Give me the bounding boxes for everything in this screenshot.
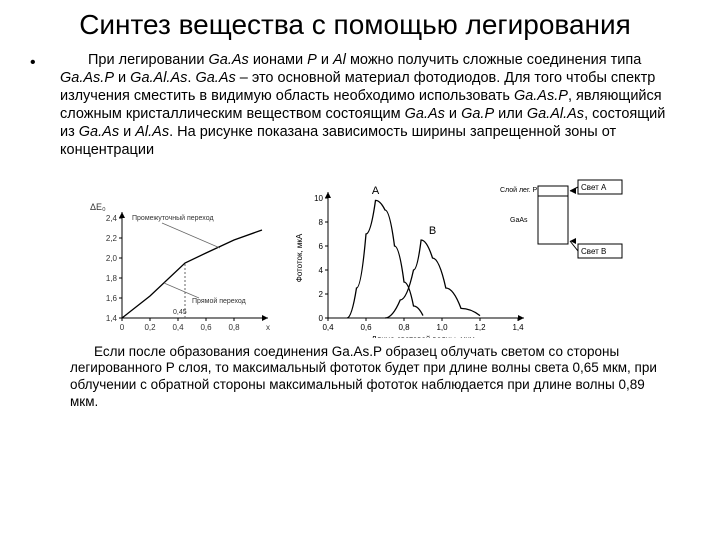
figures-row: 2,42,22,01,81,61,400,20,40,60,8xΔE₀0,45П… — [30, 168, 680, 338]
t: и — [119, 124, 135, 140]
t: Ga.Al.As — [130, 70, 187, 86]
svg-text:4: 4 — [319, 266, 324, 275]
svg-text:1,0: 1,0 — [436, 323, 448, 332]
svg-text:Свет А: Свет А — [581, 183, 607, 192]
chart-photocurrent: 10 8 6 4 2 00,4 0,6 0,8 1,0 1,2 1,4 Длина световой … — [290, 168, 630, 338]
svg-text:2: 2 — [319, 290, 324, 299]
paragraph-1-row: • При легировании Ga.As ионами P и Al мо… — [30, 51, 680, 160]
svg-text:0,8: 0,8 — [398, 323, 410, 332]
t: Ga.As — [79, 124, 119, 140]
svg-text:2,2: 2,2 — [106, 234, 118, 243]
t: и — [445, 106, 461, 122]
svg-text:0,6: 0,6 — [360, 323, 372, 332]
svg-text:1,8: 1,8 — [106, 274, 118, 283]
paragraph-2: Если после образования соединения Ga.As.… — [30, 344, 680, 412]
paragraph-1: При легировании Ga.As ионами P и Al можн… — [60, 51, 680, 160]
svg-text:0,4: 0,4 — [322, 323, 334, 332]
svg-text:ΔE₀: ΔE₀ — [90, 202, 106, 212]
chart-bandgap-svg: 2,4 2,2 2,0 1,8 1,6 1,40 0,2 0,4 0,6 0,8 x ΔE₀ 0,45 П… — [80, 188, 280, 338]
svg-text:Прямой переход: Прямой переход — [192, 297, 246, 305]
chart-bandgap: 2,4 2,2 2,0 1,8 1,6 1,40 0,2 0,4 0,6 0,8 x ΔE₀ 0,45 П… — [80, 188, 280, 338]
svg-text:Промежуточный переход: Промежуточный переход — [132, 214, 214, 222]
t: и — [114, 70, 130, 86]
svg-text:1,4: 1,4 — [106, 314, 118, 323]
t: Ga.P — [461, 106, 494, 122]
svg-text:0,8: 0,8 — [228, 323, 240, 332]
t: При легировании — [88, 52, 209, 68]
svg-text:Фототок, мкА: Фототок, мкА — [295, 233, 304, 282]
t: ионами — [249, 52, 307, 68]
svg-text:0,2: 0,2 — [144, 323, 156, 332]
t: Al.As — [135, 124, 169, 140]
t: Ga.Al.As — [527, 106, 584, 122]
svg-text:Свет В: Свет В — [581, 247, 606, 256]
page-title: Синтез вещества с помощью легирования — [30, 10, 680, 41]
t: или — [494, 106, 527, 122]
svg-text:6: 6 — [319, 242, 324, 251]
svg-text:8: 8 — [319, 218, 324, 227]
t: Al — [333, 52, 346, 68]
svg-text:0: 0 — [319, 314, 324, 323]
t: Ga.As.P — [514, 88, 568, 104]
t: Ga.As — [209, 52, 249, 68]
svg-text:10: 10 — [314, 194, 323, 203]
svg-text:B: B — [429, 225, 436, 237]
t: и — [317, 52, 333, 68]
t: Ga.As.P — [60, 70, 114, 86]
svg-text:GaAs: GaAs — [510, 217, 528, 224]
t: Ga.As — [405, 106, 445, 122]
t: P — [307, 52, 317, 68]
t: Если после образования соединения Ga.As.… — [70, 344, 657, 410]
svg-text:0,6: 0,6 — [200, 323, 212, 332]
svg-text:Длина световой волны, мкм: Длина световой волны, мкм — [371, 335, 475, 338]
svg-text:2,0: 2,0 — [106, 254, 118, 263]
svg-text:1,2: 1,2 — [474, 323, 486, 332]
svg-text:A: A — [372, 185, 380, 197]
svg-text:2,4: 2,4 — [106, 214, 118, 223]
svg-text:0: 0 — [120, 323, 125, 332]
svg-text:1,6: 1,6 — [106, 294, 118, 303]
t: можно получить сложные соединения типа — [346, 52, 641, 68]
svg-text:1,4: 1,4 — [512, 323, 524, 332]
svg-text:0,45: 0,45 — [173, 309, 187, 316]
t: Ga.As — [195, 70, 235, 86]
chart-photocurrent-svg: 10 8 6 4 2 00,4 0,6 0,8 1,0 1,2 1,4 Длина световой … — [290, 168, 630, 338]
svg-text:x: x — [266, 323, 270, 332]
bullet-marker: • — [30, 51, 60, 74]
svg-text:0,4: 0,4 — [172, 323, 184, 332]
svg-text:Слой лег. P: Слой лег. P — [500, 186, 538, 194]
